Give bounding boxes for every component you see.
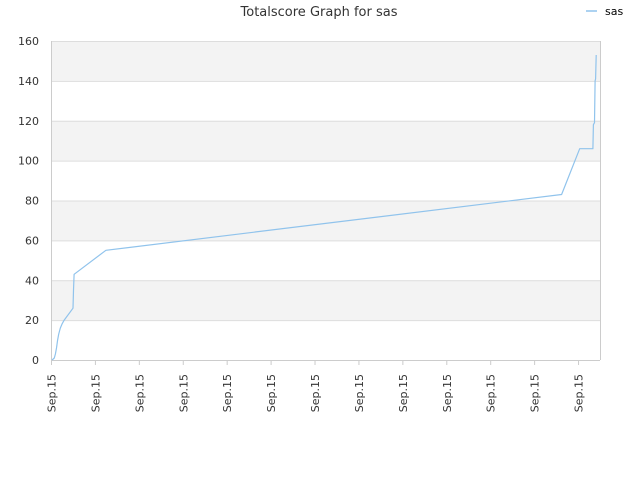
legend[interactable]: sas bbox=[586, 5, 623, 18]
y-tick-label: 160 bbox=[18, 35, 39, 48]
x-tick-label: Sep.15 bbox=[573, 374, 586, 412]
y-tick-label: 40 bbox=[25, 274, 39, 287]
x-tick-label: Sep.15 bbox=[529, 374, 542, 412]
x-tick-label: Sep.15 bbox=[309, 374, 322, 412]
x-tick-label: Sep.15 bbox=[265, 374, 278, 412]
x-tick-label: Sep.15 bbox=[353, 374, 366, 412]
gridlines bbox=[51, 41, 600, 361]
plot-band bbox=[51, 280, 600, 321]
x-axis-ticks: Sep.15 Sep.15 Sep.15 Sep.15 Sep.15 Sep.15 Sep.… bbox=[46, 360, 586, 412]
x-tick-label: Sep.15 bbox=[89, 374, 102, 412]
y-tick-label: 20 bbox=[25, 314, 39, 327]
plot-band bbox=[51, 120, 600, 161]
x-tick-label: Sep.15 bbox=[485, 374, 498, 412]
x-tick-label: Sep.15 bbox=[441, 374, 454, 412]
plot-band bbox=[51, 41, 600, 81]
y-tick-label: 140 bbox=[18, 75, 39, 88]
y-tick-label: 0 bbox=[32, 354, 39, 367]
chart-title: Totalscore Graph for sas bbox=[240, 5, 398, 20]
x-tick-label: Sep.15 bbox=[397, 374, 410, 412]
x-tick-label: Sep.15 bbox=[221, 374, 234, 412]
series-line-sas bbox=[51, 54, 597, 361]
legend-label-sas: sas bbox=[605, 5, 623, 18]
y-tick-label: 100 bbox=[18, 155, 39, 168]
series-layer bbox=[51, 54, 597, 361]
plot-band bbox=[51, 200, 600, 241]
axes bbox=[51, 41, 601, 361]
x-tick-label: Sep.15 bbox=[177, 374, 190, 412]
x-tick-label: Sep.15 bbox=[46, 374, 59, 412]
y-tick-label: 80 bbox=[25, 195, 39, 208]
y-tick-label: 120 bbox=[18, 115, 39, 128]
y-axis-ticks: 0 20 40 60 80 100 120 140 160 bbox=[18, 35, 39, 367]
y-tick-label: 60 bbox=[25, 234, 39, 247]
x-tick-label: Sep.15 bbox=[133, 374, 146, 412]
